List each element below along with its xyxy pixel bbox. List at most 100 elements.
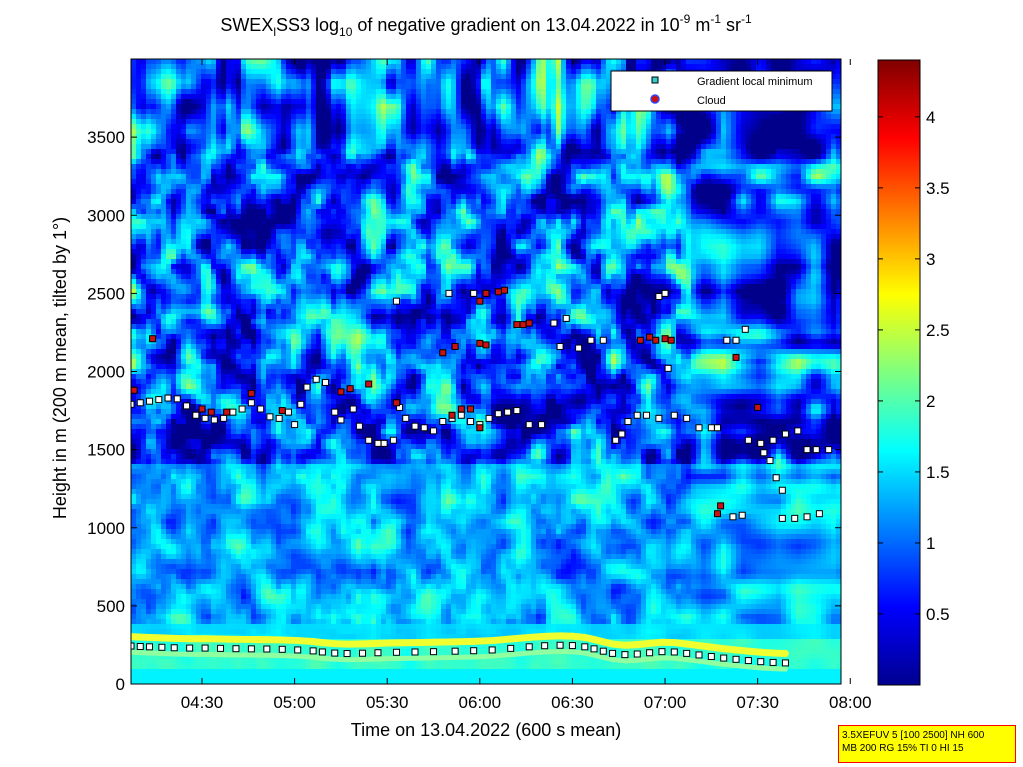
gradient-minimum-point: [312, 375, 320, 383]
cloud-point: [482, 341, 490, 349]
cloud-point: [346, 385, 354, 393]
gradient-minimum-point: [374, 439, 382, 447]
colorbar-tick-label: 1.5: [926, 463, 950, 482]
cloud-point: [451, 343, 459, 350]
gradient-minimum-point: [513, 407, 521, 415]
gradient-minimum-point: [210, 416, 218, 424]
gradient-minimum-point: [655, 293, 663, 300]
gradient-minimum-point: [744, 436, 752, 444]
gradient-minimum-point: [365, 436, 373, 444]
gradient-minimum-point: [392, 648, 400, 656]
y-tick-label: 0: [116, 675, 125, 694]
gradient-minimum-point: [738, 511, 746, 519]
gradient-minimum-point: [392, 297, 400, 305]
gradient-minimum-point: [732, 655, 740, 663]
gradient-minimum-point: [720, 654, 728, 662]
gradient-minimum-point: [723, 336, 731, 344]
gradient-minimum-point: [201, 414, 209, 422]
cloud-point: [661, 335, 669, 343]
gradient-minimum-point: [238, 405, 246, 413]
gradient-minimum-point: [744, 657, 752, 665]
legend-box: [610, 70, 833, 112]
gradient-minimum-point: [331, 408, 339, 416]
gradient-minimum-point: [803, 513, 811, 521]
gradient-minimum-point: [420, 424, 428, 432]
cloud-point: [439, 349, 447, 357]
cloud-point: [223, 408, 231, 416]
x-tick-label: 04:30: [181, 693, 224, 712]
cloud-point: [519, 321, 527, 329]
gradient-minimum-point: [556, 343, 564, 350]
gradient-minimum-point: [562, 314, 570, 322]
gradient-minimum-point: [411, 648, 419, 656]
gradient-minimum-point: [633, 650, 641, 658]
colorbar-tick-label: 4: [926, 108, 935, 127]
gradient-minimum-point: [170, 644, 178, 652]
gradient-minimum-point: [791, 514, 799, 522]
legend-marker-gradient: [651, 76, 659, 84]
gradient-minimum-point: [525, 421, 533, 429]
cloud-point: [513, 321, 521, 329]
gradient-minimum-point: [778, 486, 786, 494]
x-axis: 04:30 05:00 05:30 06:00 06:30 07:00 07:30 08:00: [181, 59, 872, 712]
gradient-minimum-point: [136, 643, 144, 650]
gradient-minimum-point: [581, 643, 589, 651]
cloud-point: [717, 502, 725, 510]
gradient-minimum-point: [643, 411, 651, 419]
y-tick-label: 1000: [87, 519, 125, 538]
cloud-point: [636, 336, 644, 344]
gradient-minimum-point: [612, 436, 620, 444]
gradient-minimum-point: [158, 643, 166, 651]
x-tick-label: 06:30: [551, 693, 594, 712]
gradient-minimum-point: [467, 418, 475, 425]
cloud-point: [652, 336, 660, 344]
cloud-point: [467, 405, 475, 413]
gradient-minimum-point: [781, 430, 789, 438]
gradient-minimum-point: [278, 645, 286, 653]
gradient-minimum-point: [757, 439, 765, 447]
heatmap-field: [131, 59, 841, 684]
gradient-minimum-point: [186, 644, 194, 652]
gradient-minimum-point: [411, 422, 419, 430]
gradient-minimum-point: [294, 646, 302, 654]
gradient-minimum-point: [655, 414, 663, 422]
cloud-point: [754, 403, 762, 411]
gradient-minimum-point: [769, 436, 777, 444]
gradient-minimum-point: [556, 641, 564, 649]
gradient-minimum-point: [825, 446, 833, 454]
colorbar-tick-label: 1: [926, 534, 935, 553]
gradient-minimum-point: [670, 411, 678, 419]
gradient-minimum-point: [525, 643, 533, 651]
gradient-minimum-point: [803, 446, 811, 454]
gradient-minimum-point: [766, 457, 774, 465]
gradient-minimum-point: [714, 424, 722, 432]
info-box: 3.5XEFUV 5 [100 2500] NH 600 MB 200 RG 1…: [838, 725, 1016, 763]
gradient-minimum-point: [621, 651, 629, 659]
cloud-point: [646, 333, 654, 341]
gradient-minimum-point: [349, 405, 357, 413]
gradient-minimum-point: [590, 645, 598, 653]
colorbar-tick-label: 2: [926, 392, 935, 411]
gradient-minimum-point: [812, 446, 820, 454]
gradient-minimum-point: [646, 649, 654, 657]
gradient-minimum-point: [131, 400, 135, 408]
y-axis-label: Height in m (200 m mean, tilted by 1°): [50, 217, 70, 519]
gradient-minimum-point: [550, 319, 558, 327]
gradient-minimum-point: [568, 642, 576, 650]
cloud-point: [207, 408, 215, 416]
gradient-minimum-point: [757, 658, 765, 666]
chart-title: SWEXlSS3 log10 of negative gradient on 1…: [220, 12, 752, 39]
gradient-minimum-point: [284, 408, 292, 416]
y-tick-label: 1500: [87, 441, 125, 460]
gradient-minimum-point: [309, 647, 317, 655]
legend-label-cloud: Cloud: [697, 95, 726, 107]
info-line-1: 3.5XEFUV 5 [100 2500] NH 600: [842, 730, 985, 741]
gradient-minimum-point: [794, 427, 802, 435]
gradient-minimum-point: [155, 396, 163, 404]
gradient-minimum-point: [263, 645, 271, 653]
marker-layer: [131, 286, 833, 667]
gradient-minimum-point: [707, 653, 715, 660]
colorbar: [877, 59, 921, 686]
gradient-minimum-point: [778, 514, 786, 522]
colorbar-axis: 0.5 1 1.5 2 2.5 3 3.5 4: [878, 108, 950, 624]
